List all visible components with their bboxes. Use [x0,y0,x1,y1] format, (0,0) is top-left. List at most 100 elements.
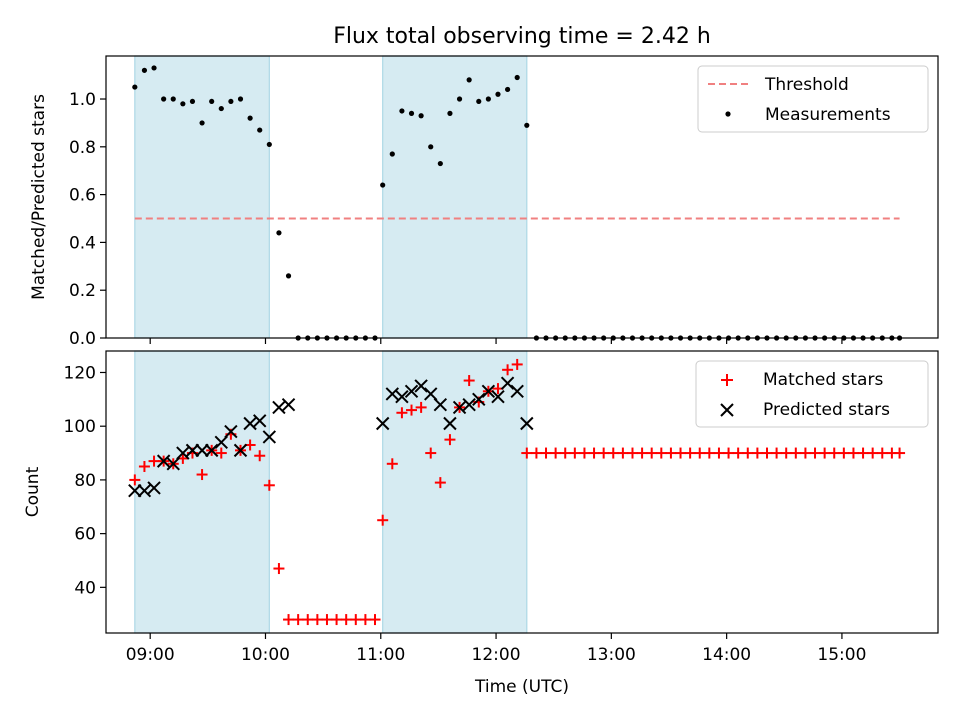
matched-star-point [263,479,275,491]
x-tick-label: 13:00 [587,645,636,665]
chart-title: Flux total observing time = 2.42 h [333,24,711,49]
bottom-legend-frame [695,360,929,428]
measurement-point [399,108,405,114]
matched-star-point [636,447,648,459]
top-y-axis-label: Matched/Predicted stars [29,94,49,300]
matched-star-point [598,447,610,459]
predicted-star-point [414,379,428,393]
matched-star-point [703,447,715,459]
measurement-point [408,110,415,116]
legend-matched-label: Matched stars [763,370,883,390]
bottom-y-tick-label: 40 [74,578,96,598]
predicted-star-point [253,414,267,428]
matched-star-point [406,404,418,416]
matched-star-point [273,563,285,575]
matched-star-point [828,447,840,459]
predicted-star-point [195,443,209,458]
measurement-point [132,84,138,90]
measurement-point [266,141,272,148]
measurement-point [418,113,424,119]
bottom-plot-frame [105,350,939,634]
top-y-axis: 0.0 0.2 0.4 0.6 0.8 1.0 [69,90,106,349]
matched-star-point [138,460,150,472]
matched-star-point [550,447,562,459]
matched-star-point [283,614,295,626]
matched-star-point [780,447,792,459]
predicted-star-point [385,387,400,401]
matched-star-point [321,614,333,626]
measurement-point [504,86,511,93]
top-x-axis [149,338,843,344]
predicted-star-point [262,430,277,444]
top-legend: Threshold Measurements [697,65,929,133]
matched-star-point [838,447,850,459]
matched-star-point [617,447,629,459]
predicted-star-point [510,384,524,398]
observing-window-1 [134,55,270,339]
matched-star-point [771,447,783,459]
predicted-star-point [243,416,257,431]
matched-star-point [148,455,160,467]
matched-star-point [434,477,446,489]
measurements-series [132,65,903,341]
predicted-star-point [156,454,171,468]
predicted-star-point [137,483,152,498]
matched-star-point [713,447,725,459]
measurement-point [447,110,453,116]
predicted-star-point [128,483,142,498]
predicted-star-point [462,398,476,412]
matched-star-point [415,401,427,413]
predicted-star-point [520,416,534,431]
predicted-star-point [214,435,228,450]
matched-star-point [292,614,304,626]
bottom-panel: 40 60 80 100 120 09:00 10:00 11:00 12:00 13:00 14… [23,350,939,697]
matched-star-point [588,447,600,459]
matched-star-point [847,447,859,459]
matched-star-point [396,407,408,419]
measurement-point [228,98,234,105]
x-tick-label: 11:00 [356,645,405,665]
measurement-point [170,96,176,102]
observing-window-1 [134,350,270,634]
matched-star-point [655,447,667,459]
matched-star-point [675,447,687,459]
predicted-stars-series [128,376,534,498]
measurement-point [141,67,148,73]
predicted-star-point [281,398,296,412]
matched-star-point [511,358,523,370]
matched-star-point [876,447,888,459]
matched-star-point [425,447,437,459]
legend-matched-swatch [721,374,733,386]
measurement-point [257,127,263,133]
predicted-star-point [176,446,190,460]
measurement-point [247,115,253,121]
matched-star-point [215,447,227,459]
matched-star-point [694,447,706,459]
predicted-star-point [166,457,180,471]
matched-star-point [369,614,381,626]
predicted-star-point [272,400,286,415]
matched-star-point [331,614,343,626]
matched-star-point [386,458,398,470]
matched-star-point [790,447,802,459]
matched-star-point [559,447,571,459]
measurement-point [151,65,157,71]
bottom-y-tick-label: 60 [74,525,96,545]
matched-star-point [819,447,831,459]
top-legend-frame [697,65,929,133]
legend-measurements-label: Measurements [765,105,891,125]
measurement-point [428,144,434,150]
matched-star-point [530,447,542,459]
matched-star-point [761,447,773,459]
matched-star-point [751,447,763,459]
matched-stars-series [129,358,906,626]
matched-star-point [350,614,362,626]
measurement-point [389,151,395,157]
matched-star-point [809,447,821,459]
bottom-y-tick-label: 80 [74,471,96,491]
predicted-star-point [404,384,419,398]
legend-measurements-swatch [725,111,731,117]
bottom-x-axis: 09:00 10:00 11:00 12:00 13:00 14:00 15:00 [126,633,866,665]
predicted-star-point [395,389,409,404]
measurement-point [437,160,443,167]
